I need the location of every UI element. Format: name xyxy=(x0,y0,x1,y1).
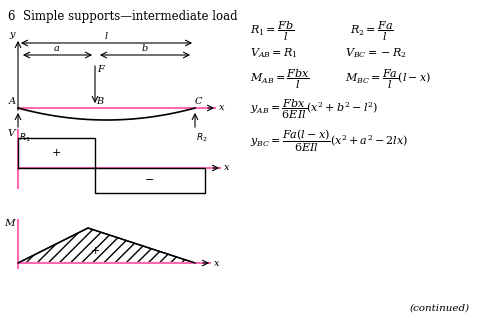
Text: (continued): (continued) xyxy=(410,304,470,313)
Text: x: x xyxy=(219,103,225,112)
Text: $M_{AB} = \dfrac{Fbx}{l}$: $M_{AB} = \dfrac{Fbx}{l}$ xyxy=(250,68,310,91)
Text: $y_{AB} = \dfrac{Fbx}{6EIl}(x^2 + b^2 - l^2)$: $y_{AB} = \dfrac{Fbx}{6EIl}(x^2 + b^2 - … xyxy=(250,98,378,121)
Text: x: x xyxy=(224,163,229,172)
Text: $V_{BC} = -R_2$: $V_{BC} = -R_2$ xyxy=(345,46,407,60)
Text: V: V xyxy=(8,129,15,138)
Text: b: b xyxy=(142,44,148,53)
Text: M: M xyxy=(4,218,15,227)
Text: −: − xyxy=(145,175,155,185)
Text: $R_1$: $R_1$ xyxy=(19,132,31,144)
Text: 6  Simple supports—intermediate load: 6 Simple supports—intermediate load xyxy=(8,10,238,23)
Text: $R_2 = \dfrac{Fa}{l}$: $R_2 = \dfrac{Fa}{l}$ xyxy=(350,20,394,44)
Text: $R_2$: $R_2$ xyxy=(196,132,208,144)
Text: a: a xyxy=(54,44,59,53)
Text: F: F xyxy=(97,65,104,74)
Text: x: x xyxy=(214,258,219,267)
Text: B: B xyxy=(96,97,103,106)
Text: C: C xyxy=(195,97,202,106)
Text: A: A xyxy=(9,97,16,106)
Text: l: l xyxy=(105,32,108,41)
Text: y: y xyxy=(10,30,15,39)
Text: $y_{BC} = \dfrac{Fa(l-x)}{6EIl}(x^2 + a^2 - 2lx)$: $y_{BC} = \dfrac{Fa(l-x)}{6EIl}(x^2 + a^… xyxy=(250,128,408,154)
Text: $V_{AB} = R_1$: $V_{AB} = R_1$ xyxy=(250,46,297,60)
Text: $M_{BC} = \dfrac{Fa}{l}(l-x)$: $M_{BC} = \dfrac{Fa}{l}(l-x)$ xyxy=(345,68,431,91)
Text: $R_1 = \dfrac{Fb}{l}$: $R_1 = \dfrac{Fb}{l}$ xyxy=(250,20,294,44)
Text: +: + xyxy=(91,246,101,256)
Text: +: + xyxy=(52,148,61,158)
